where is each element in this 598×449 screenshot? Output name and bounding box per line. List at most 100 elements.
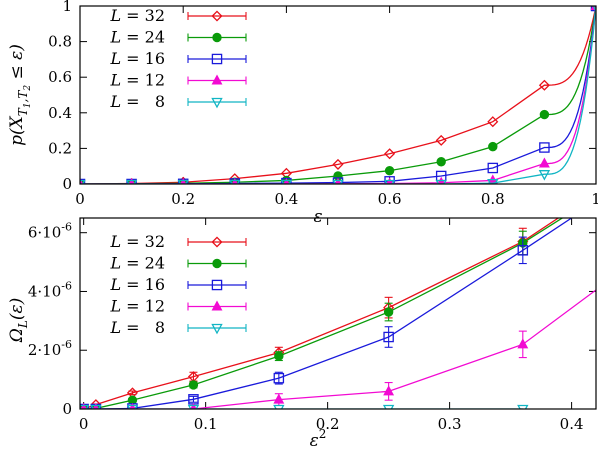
x-tick-label: 0.8	[481, 190, 505, 208]
plot-area	[80, 6, 596, 184]
data-point	[383, 331, 394, 343]
data-point	[129, 402, 136, 409]
legend-marker	[211, 74, 223, 85]
data-point	[538, 157, 550, 168]
data-point	[538, 79, 550, 91]
y-axis-label: p(XT1,T2 ≤ ε)	[7, 44, 33, 146]
data-point	[332, 179, 344, 184]
data-point	[80, 402, 87, 409]
data-point	[383, 179, 396, 184]
top-panel: 0 0.2 0.4 0.6 0.8 1 0 0.2 0.4 0.6 0.8 1 p(XT1,T2 ≤ ε…	[7, 0, 598, 227]
data-point	[80, 404, 90, 409]
data-point	[592, 6, 596, 13]
legend-marker	[211, 10, 223, 22]
data-point	[273, 404, 285, 409]
data-point	[90, 399, 102, 409]
data-point	[128, 177, 135, 184]
legend-label: L = 24	[109, 254, 165, 273]
x-tick-label: 0.6	[378, 190, 402, 208]
data-point	[487, 162, 499, 174]
y-axis-label: ΩL(ε)	[7, 298, 30, 343]
y-tick-label: 6·10-6	[28, 221, 72, 242]
series-1	[80, 218, 564, 409]
y-tick-label: 0.8	[48, 33, 72, 51]
data-point	[332, 158, 344, 170]
data-point	[517, 338, 529, 349]
data-point	[188, 380, 199, 390]
data-point	[517, 404, 529, 409]
x-tick-label: 0.1	[194, 415, 218, 433]
data-point	[92, 402, 100, 409]
data-point	[187, 404, 200, 409]
data-point	[126, 404, 139, 409]
x-tick-label: 0.4	[560, 415, 584, 433]
series-line	[80, 6, 596, 184]
legend-marker	[211, 323, 223, 335]
series-line	[80, 6, 596, 184]
data-point	[382, 404, 395, 409]
y-tick-label: 0.2	[48, 139, 72, 157]
data-point	[229, 179, 241, 184]
legend: L = 32 L = 24 L = 16 L = 12 L = 8	[109, 232, 247, 337]
data-point	[386, 177, 394, 184]
data-point	[90, 404, 102, 409]
data-point	[517, 245, 529, 256]
y-tick-label: 1	[62, 0, 72, 15]
series-line	[83, 289, 596, 409]
data-point	[273, 393, 285, 404]
data-point	[383, 385, 395, 396]
y-tick-label: 0.4	[48, 104, 72, 122]
bottom-panel: 0 0.1 0.2 0.3 0.4 0 2·10-6 4·10-6 6·10-6 ΩL(ε) ε2 L…	[7, 217, 597, 449]
data-point	[435, 134, 447, 146]
data-point	[280, 179, 293, 184]
data-point	[487, 116, 499, 128]
data-point	[435, 179, 447, 184]
data-point	[190, 402, 197, 409]
data-point	[231, 177, 239, 184]
data-point	[334, 177, 342, 184]
legend-label: L = 8	[109, 92, 165, 111]
legend-label: L = 32	[109, 232, 165, 251]
data-point	[274, 351, 284, 361]
data-point	[488, 141, 498, 152]
x-tick-label: 0.3	[438, 415, 462, 433]
series-line	[83, 218, 564, 409]
data-point	[538, 170, 551, 181]
legend-marker	[211, 53, 223, 65]
x-tick-label: 1	[591, 190, 598, 208]
y-tick-label: 4·10-6	[28, 279, 72, 300]
plot-frame	[79, 217, 597, 410]
x-axis-label: ε2	[310, 427, 327, 449]
legend-label: L = 12	[109, 71, 165, 90]
data-point	[436, 157, 446, 167]
y-tick-label: 0	[62, 175, 72, 193]
legend-marker	[212, 32, 222, 43]
x-tick-label: 0	[79, 415, 89, 433]
legend-marker	[212, 258, 222, 269]
data-point	[179, 177, 187, 184]
plot-area	[80, 218, 596, 409]
legend-label: L = 32	[109, 6, 165, 25]
data-point	[539, 142, 550, 153]
x-tick-label: 0.4	[274, 190, 298, 208]
series-4	[80, 404, 529, 409]
series-3	[80, 289, 596, 409]
legend-marker	[211, 300, 223, 311]
x-axis-label: ε	[313, 207, 322, 227]
series-line	[80, 6, 596, 184]
legend-marker	[211, 236, 223, 248]
data-point	[283, 177, 290, 184]
x-tick-label: 0.2	[316, 415, 340, 433]
legend-marker	[211, 279, 223, 291]
legend: L = 32 L = 24 L = 16 L = 12 L = 8	[109, 6, 247, 111]
series-line	[80, 6, 596, 184]
data-point	[273, 372, 285, 384]
data-point	[539, 109, 550, 120]
y-tick-label: 0.6	[48, 68, 72, 86]
legend-label: L = 12	[109, 297, 165, 316]
data-point	[384, 165, 395, 176]
data-point	[383, 307, 394, 317]
legend-marker	[211, 97, 223, 109]
plot-frame	[79, 5, 597, 185]
